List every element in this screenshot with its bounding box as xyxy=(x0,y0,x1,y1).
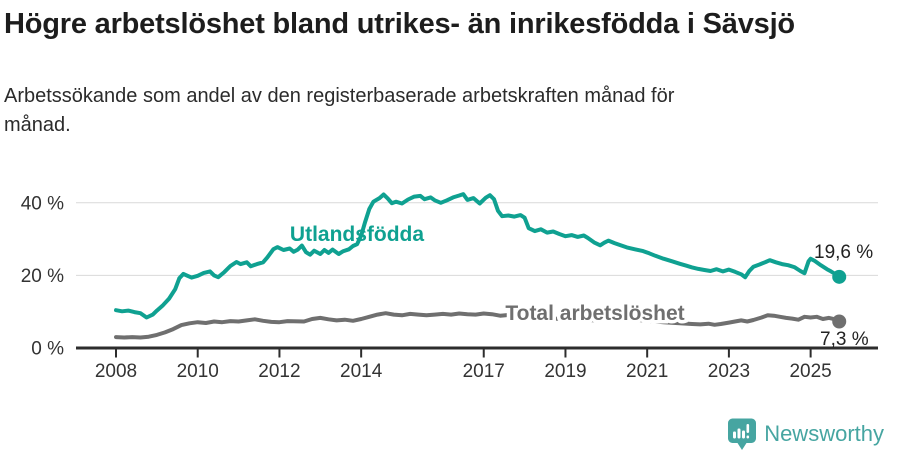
y-tick-label: 40 % xyxy=(21,193,64,214)
x-tick-label: 2023 xyxy=(708,361,750,382)
line-series-total xyxy=(114,311,842,340)
chart: 0 % 20 % 40 % 2008 2010 2012 2014 2017 2019 2021 2… xyxy=(21,192,878,382)
line-series-utlandsfodda xyxy=(114,192,842,320)
end-dot-utlandsfodda xyxy=(832,269,847,284)
header: Högre arbetslöshet bland utrikes- än inr… xyxy=(0,0,900,140)
y-tick-label: 0 % xyxy=(31,339,64,360)
newsworthy-logo: Newsworthy xyxy=(727,418,884,451)
x-tick-label: 2021 xyxy=(626,361,668,382)
end-value-label-utlandsfodda: 19,6 % xyxy=(814,242,873,263)
x-tick-label: 2010 xyxy=(177,361,219,382)
end-dot-total xyxy=(832,314,847,329)
bar-chart-glyph xyxy=(733,423,750,438)
x-tick-label: 2008 xyxy=(95,361,137,382)
y-tick-label: 20 % xyxy=(21,266,64,287)
newsworthy-brand-name: Newsworthy xyxy=(764,421,884,446)
x-tick-label: 2017 xyxy=(463,361,505,382)
chart-title: Högre arbetslöshet bland utrikes- än inr… xyxy=(4,8,795,40)
x-tick-label: 2019 xyxy=(544,361,586,382)
footer: Newsworthy xyxy=(0,394,900,474)
x-tick-label: 2014 xyxy=(340,361,383,382)
chart-subtitle: Arbetssökande som andel av den registerb… xyxy=(4,85,675,136)
x-tick-label: 2012 xyxy=(258,361,300,382)
series-label-utlandsfodda: Utlandsfödda xyxy=(290,223,424,246)
end-value-label-total: 7,3 % xyxy=(820,329,869,350)
newsworthy-logo-icon xyxy=(728,418,757,450)
x-tick-label: 2025 xyxy=(789,361,831,382)
series-label-total: Total arbetslöshet xyxy=(505,302,684,325)
